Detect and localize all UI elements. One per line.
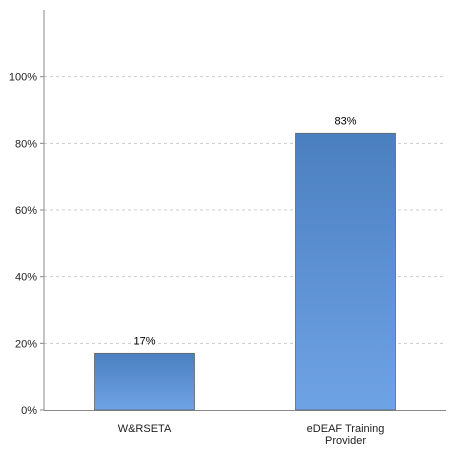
bar [295,132,396,411]
bar [94,352,195,411]
x-tick-label-line: W&RSETA [118,423,172,435]
x-tick-label: W&RSETA [118,423,172,435]
grid-lines [44,76,446,344]
y-tick-label: 100% [9,72,37,84]
x-tick-label: eDEAF Training Provider [307,423,385,447]
x-axis-labels: W&RSETA eDEAF Training Provider [118,423,385,447]
data-labels: 17% 83% [133,115,356,347]
x-tick-label-line: eDEAF Training [307,423,385,435]
x-tick-label-line: Provider [325,435,366,447]
y-tick-label: 20% [15,338,37,350]
y-tick-label: 60% [15,205,37,217]
y-tick-label: 80% [15,138,37,150]
y-axis-ticks: 0% 20% 40% 60% 80% 100% [9,72,44,417]
y-tick-label: 0% [21,405,37,417]
data-label: 83% [334,115,356,127]
y-tick-label: 40% [15,272,37,284]
data-label: 17% [133,335,155,347]
bars [94,132,396,411]
